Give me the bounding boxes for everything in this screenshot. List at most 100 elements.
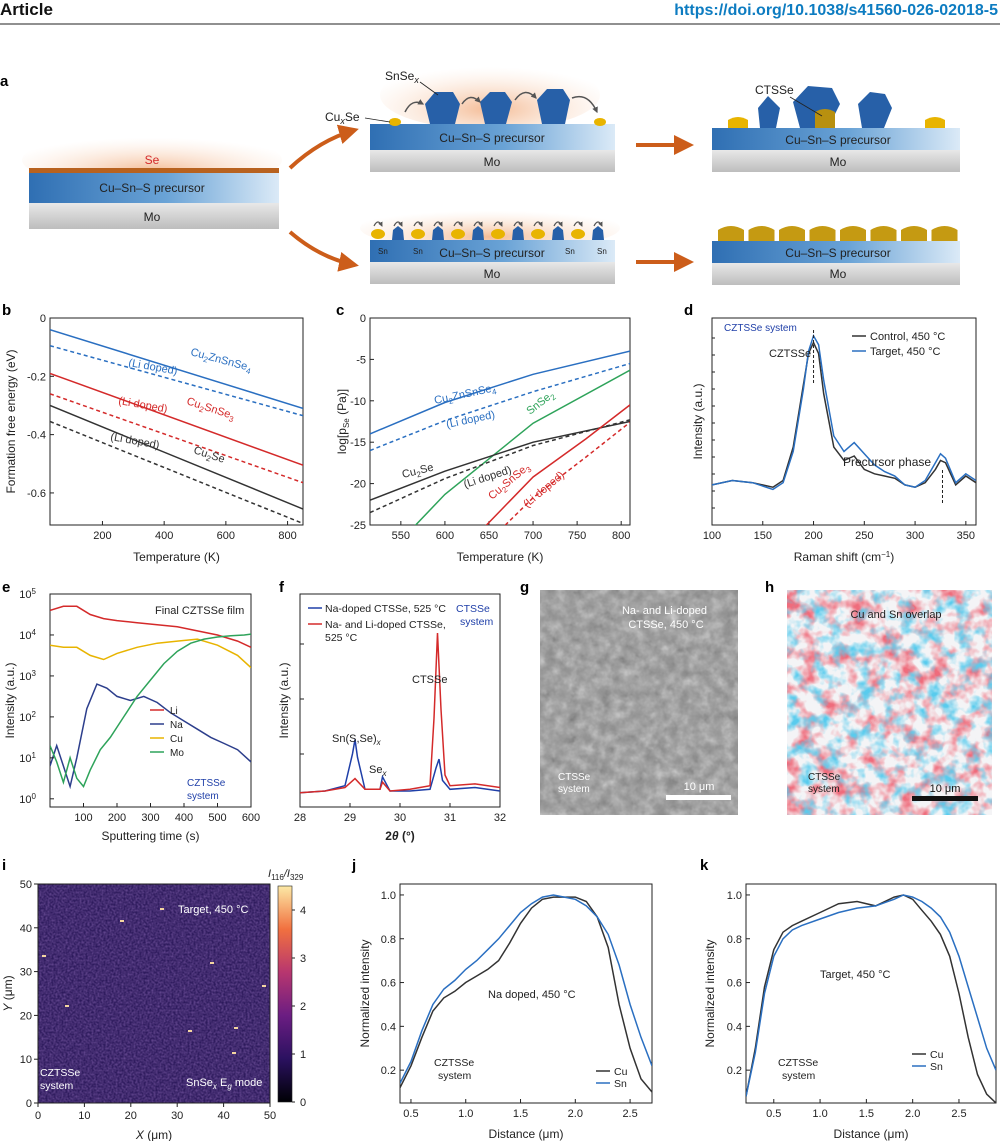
peak-label: Sex	[369, 764, 387, 778]
exchange-arrow	[533, 221, 543, 227]
series-line	[300, 632, 500, 794]
sem-system-line: system	[558, 784, 590, 795]
eds-system-label: CTSSe system	[808, 772, 843, 795]
label-part: 2	[198, 405, 206, 415]
label-part: 4	[32, 628, 37, 637]
series-group	[712, 333, 976, 491]
map-frame	[37, 883, 271, 1104]
panel-j: j 0.5 1.0 1.5 2.0 2.5 0.2 0.4 0.6 0.8 1.0 Distance…	[351, 857, 653, 1141]
label-part: ZnSnSe	[451, 383, 492, 403]
y-tick-label: 0	[40, 313, 46, 325]
sn-label: Sn	[597, 247, 607, 256]
y-tick-label: -5	[356, 354, 366, 366]
label-part: I	[268, 868, 271, 880]
y-tick-label: 105	[19, 587, 36, 601]
x-tick-label: 0.5	[403, 1108, 418, 1120]
exchange-arrow	[404, 99, 425, 113]
series-line	[400, 896, 652, 1093]
label-part: Cu	[185, 395, 202, 411]
cu-cap	[901, 226, 927, 241]
x-tick-label: 0.5	[766, 1108, 781, 1120]
label-part: (μm)	[1, 975, 15, 1003]
system-label: CZTSSe	[40, 1067, 80, 1079]
sem-system-label: CTSSe system	[558, 772, 593, 795]
sn-nucleus	[592, 226, 604, 240]
mo-layer	[712, 263, 960, 285]
label-part: x	[376, 738, 382, 747]
panel-letter: f	[279, 579, 285, 596]
sims-depth-plot: 100 200 300 400 500 600100101102103104105Sput…	[3, 587, 260, 843]
hotspot	[42, 955, 46, 957]
line-profile-plot: 0.5 1.0 1.5 2.0 2.5 0.2 0.4 0.6 0.8 1.0 Distance (…	[358, 883, 653, 1141]
precursor-layer	[29, 173, 279, 203]
bottom-middle-stack: Cu–Sn–S precursor Mo Sn Sn Sn Sn	[360, 206, 620, 284]
cu-nucleus	[411, 229, 425, 239]
exchange-arrow	[453, 221, 463, 227]
y-tick-label: 0.8	[727, 934, 742, 946]
x-tick-label: 600	[436, 530, 454, 542]
mo-label: Mo	[484, 267, 501, 281]
series-line	[370, 350, 630, 435]
curve-annotation: Cu2Se	[401, 462, 435, 483]
doi-link[interactable]: https://doi.org/10.1038/s41560-026-02018…	[674, 2, 998, 19]
y-tick-label: -25	[350, 520, 366, 532]
label-part: log[p	[335, 428, 349, 454]
curve-annotation: (Li doped)	[117, 395, 168, 415]
label-part: E	[217, 1077, 227, 1089]
se-layer	[29, 168, 279, 173]
xrd-plot: 28 29 30 31 32 2θ (°) Intensity (a.u.) Na-doped…	[277, 593, 506, 843]
x-tick-label: 0	[35, 1110, 41, 1122]
y-tick-label: 100	[19, 792, 36, 806]
mo-layer	[370, 150, 615, 172]
y-axis-title: Y (μm)	[1, 975, 15, 1011]
annotation: Na doped, 450 °C	[488, 989, 576, 1001]
x-tick-label: 30	[394, 812, 406, 824]
system-label: CZTSSe	[434, 1057, 474, 1069]
label-part: 10	[19, 753, 31, 765]
legend-label: Sn	[614, 1078, 627, 1090]
sn-nucleus	[432, 226, 444, 240]
top-right-stack: Cu–Sn–S precursor Mo CTSSe	[712, 83, 960, 172]
series-line	[50, 633, 251, 788]
label-part: 3	[228, 414, 236, 424]
precursor-label: Cu–Sn–S precursor	[439, 131, 544, 145]
sn-nucleus	[552, 226, 564, 240]
x-tick-label: 800	[278, 530, 296, 542]
system-label: CTSSe	[456, 603, 490, 615]
label-part: Se	[210, 450, 227, 466]
y-tick-label: 103	[19, 669, 36, 683]
y-tick-label: 104	[19, 628, 36, 642]
label-part: 10	[19, 630, 31, 642]
eds-map-sn	[787, 590, 992, 815]
curve-annotation: (Li doped)	[521, 469, 567, 510]
legend-label: Cu	[930, 1049, 944, 1061]
ctsse-crystal	[758, 96, 780, 128]
x-tick-label: 550	[392, 530, 410, 542]
label-part: Cu	[189, 346, 206, 361]
panel-letter: g	[520, 579, 529, 596]
panel-letter: d	[684, 302, 693, 319]
se-label: Se	[145, 153, 160, 167]
label-part: 3	[32, 669, 37, 678]
x-axis-title: Temperature (K)	[457, 550, 544, 564]
x-tick-label: 1.5	[859, 1108, 874, 1120]
panel-c: c 550 600 650 700 750 800 0 -5 -10 -15 -20 -25 Tempe…	[335, 302, 631, 564]
panel-g: g Na- and Li-doped CTSSe, 450 °C CTSSe s…	[520, 579, 738, 815]
y-tick-label: 50	[20, 879, 32, 891]
label-part: 3	[524, 465, 534, 475]
cuse-pointer	[364, 117, 391, 123]
system-label: system	[460, 616, 494, 628]
y-tick-label: 10	[20, 1054, 32, 1066]
colorbar-title: I116/I329	[268, 868, 304, 882]
x-tick-label: 31	[444, 812, 456, 824]
legend-label: Sn	[930, 1061, 943, 1073]
x-tick-label: 200	[108, 812, 126, 824]
exchange-arrow	[473, 221, 483, 227]
precursor-layer	[712, 128, 960, 150]
exchange-arrow	[393, 221, 403, 227]
series-line	[300, 739, 500, 794]
sn-nucleus	[392, 226, 404, 240]
panel-a: a Se Cu–Sn–S precursor Mo Cu–Sn–S precur…	[0, 60, 960, 285]
panel-letter: k	[700, 857, 709, 874]
